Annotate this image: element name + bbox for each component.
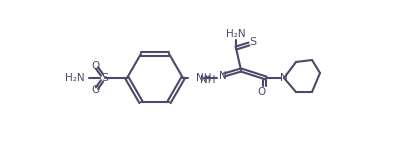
Text: NH: NH <box>200 75 215 85</box>
Text: O: O <box>257 87 265 97</box>
Text: S: S <box>249 37 256 47</box>
Text: S: S <box>101 73 109 83</box>
Text: H₂N: H₂N <box>226 29 246 39</box>
Text: O: O <box>91 85 99 95</box>
Text: N: N <box>219 71 227 81</box>
Text: H₂N: H₂N <box>66 73 85 83</box>
Text: N: N <box>280 73 288 83</box>
Text: NH: NH <box>196 73 212 83</box>
Text: O: O <box>91 61 99 71</box>
